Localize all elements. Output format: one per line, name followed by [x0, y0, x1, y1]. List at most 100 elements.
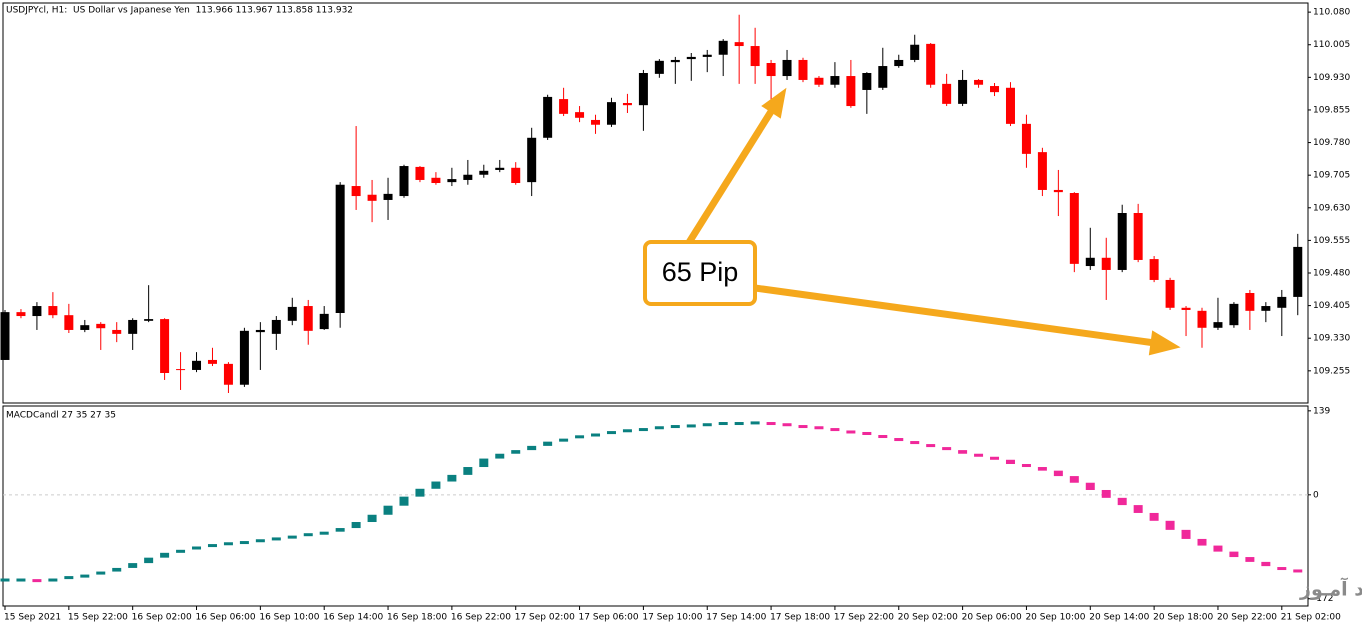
- macd-candle: [399, 496, 409, 506]
- candle-body: [1229, 303, 1239, 326]
- candle-body: [0, 312, 10, 360]
- macd-candle: [160, 552, 170, 558]
- candle-body: [1149, 259, 1159, 280]
- arrow-head: [1148, 330, 1181, 356]
- x-tick-label: 20 Sep 10:00: [1025, 613, 1085, 623]
- macd-candle: [1197, 538, 1207, 546]
- macd-candle: [750, 421, 760, 425]
- y-tick-label: 109.780: [1313, 138, 1350, 148]
- candle-body: [638, 73, 648, 106]
- callout-text: 65 Pip: [662, 257, 739, 287]
- macd-candle: [431, 481, 441, 489]
- macd-candle: [702, 423, 712, 427]
- x-tick-label: 21 Sep 02:00: [1281, 613, 1341, 623]
- y-tick-label: 110.080: [1313, 8, 1350, 18]
- y-tick-label: 139: [1313, 406, 1330, 416]
- candle-body: [1069, 193, 1079, 264]
- arrow-line: [685, 108, 775, 246]
- candle-body: [1117, 213, 1127, 270]
- macd-candle: [319, 531, 329, 535]
- macd-candle: [1021, 464, 1031, 468]
- candle-body: [1037, 152, 1047, 190]
- macd-candle: [527, 445, 537, 451]
- candle-body: [559, 99, 569, 114]
- macd-candle: [1261, 561, 1271, 567]
- candle-body: [910, 44, 920, 60]
- candle-body: [176, 369, 186, 371]
- y-tick-label: 109.255: [1313, 366, 1350, 376]
- candle-body: [878, 66, 888, 88]
- x-tick-label: 16 Sep 14:00: [323, 613, 383, 623]
- macd-candle: [543, 441, 553, 446]
- candle-body: [958, 79, 968, 104]
- candle-body: [1133, 213, 1143, 260]
- candle-body: [1053, 189, 1063, 193]
- macd-candle: [559, 438, 569, 442]
- candle-body: [287, 306, 297, 321]
- candle-body: [622, 103, 632, 106]
- x-tick-label: 20 Sep 14:00: [1089, 613, 1149, 623]
- candle-body: [575, 112, 585, 118]
- macd-candle: [48, 578, 58, 582]
- macd-candle: [638, 428, 648, 432]
- macd-candle: [734, 422, 744, 426]
- candle-body: [654, 60, 664, 74]
- macd-candle: [830, 428, 840, 432]
- candle-body: [367, 194, 377, 201]
- macd-candle: [622, 429, 632, 433]
- macd-candle: [862, 431, 872, 436]
- indicator-pane: [2, 405, 1309, 607]
- candle-body: [606, 102, 616, 125]
- macd-candle: [32, 579, 42, 583]
- candle-body: [1293, 246, 1303, 297]
- macd-candle: [591, 433, 601, 437]
- macd-candle: [846, 430, 856, 434]
- candle-body: [271, 319, 281, 334]
- macd-candle: [287, 535, 297, 539]
- macd-candle: [1069, 476, 1079, 483]
- y-tick-label: 109.855: [1313, 105, 1350, 115]
- candle-body: [1165, 279, 1175, 308]
- candle-body: [942, 83, 952, 104]
- macd-candle: [1165, 520, 1175, 530]
- macd-candle: [447, 474, 457, 482]
- macd-candle: [511, 450, 521, 454]
- y-tick-label: 109.330: [1313, 334, 1350, 344]
- candle-body: [383, 193, 393, 200]
- candle-body: [463, 174, 473, 180]
- candle-body: [223, 363, 233, 385]
- candle-body: [846, 76, 856, 107]
- macd-candle: [0, 578, 10, 582]
- arrow-head: [761, 87, 787, 119]
- candle-body: [1213, 322, 1223, 328]
- candle-body: [686, 56, 696, 60]
- candle-body: [1245, 293, 1255, 311]
- x-tick-label: 17 Sep 22:00: [834, 613, 894, 623]
- candle-body: [734, 42, 744, 47]
- candle-body: [479, 170, 489, 175]
- macd-candle: [176, 549, 186, 553]
- candle-body: [351, 186, 361, 197]
- y-tick-label: 109.705: [1313, 171, 1350, 181]
- candle-body: [862, 73, 872, 90]
- macd-candle: [575, 435, 585, 439]
- macd-candle: [990, 456, 1000, 460]
- macd-candle: [64, 576, 74, 580]
- candle-body: [702, 54, 712, 57]
- macd-candle: [271, 537, 281, 541]
- candle-body: [48, 306, 58, 316]
- macd-candle: [1277, 567, 1287, 571]
- macd-candle: [926, 444, 936, 448]
- candle-body: [207, 359, 217, 364]
- macd-candle: [1293, 569, 1303, 573]
- macd-candle: [192, 546, 202, 550]
- macd-candle: [415, 488, 425, 497]
- macd-candle: [766, 422, 776, 426]
- candle-body: [814, 77, 824, 85]
- macd-candle: [96, 571, 106, 575]
- indicator-title: MACDCandl 27 35 27 35: [6, 411, 116, 421]
- macd-candle: [367, 514, 377, 523]
- candle-body: [798, 59, 808, 80]
- arrow-line: [754, 284, 1156, 347]
- y-tick-label: 109.555: [1313, 236, 1350, 246]
